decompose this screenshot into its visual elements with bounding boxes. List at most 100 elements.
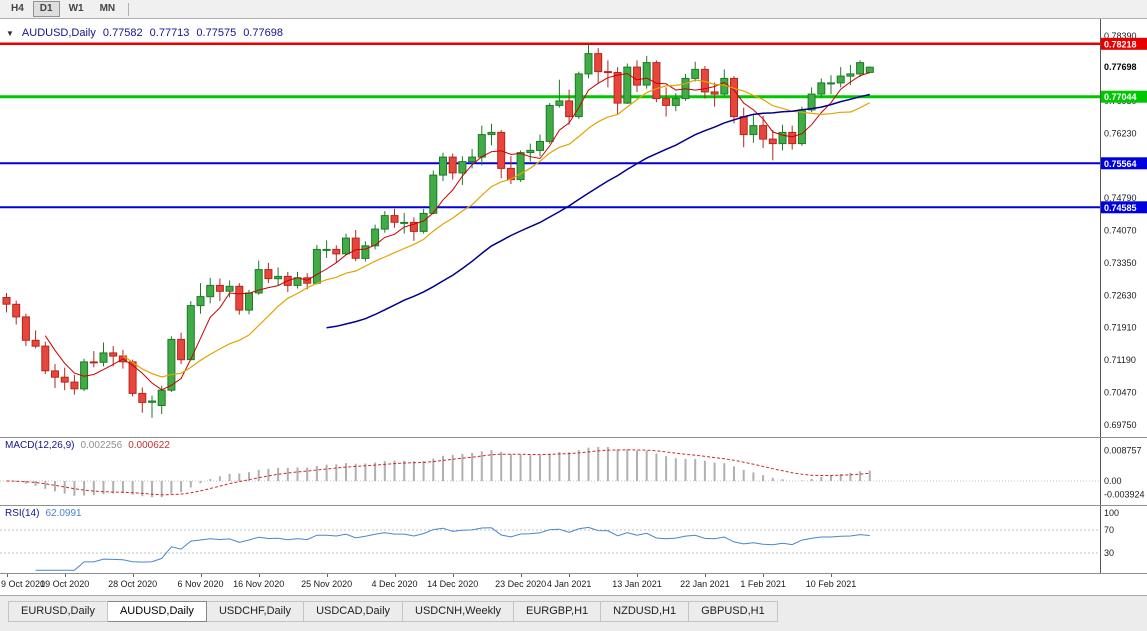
macd-label: MACD(12,26,9) 0.002256 0.000622 [5, 440, 170, 451]
horizontal-levels [0, 42, 1100, 209]
ohlc-open-value: 0.77582 [102, 27, 143, 39]
time-axis-tick [704, 573, 706, 577]
rsi-canvas[interactable]: 100 70 30 [0, 505, 1147, 573]
macd-title: MACD(12,26,9) [5, 440, 75, 451]
price-axis[interactable]: 0.783900.769500.762300.747900.740700.733… [1101, 31, 1147, 430]
rsi-label: RSI(14) 62.0991 [5, 508, 82, 519]
macd-signal-value: 0.000622 [128, 440, 170, 451]
date-axis-label: 4 Jan 2021 [546, 579, 592, 589]
chart-tab-eurusd-daily[interactable]: EURUSD,Daily [8, 601, 108, 622]
date-axis-label: 22 Jan 2021 [680, 579, 730, 589]
toolbar-separator [128, 2, 130, 16]
svg-text:0.76230: 0.76230 [1104, 128, 1137, 138]
chart-tab-nzdusd-h1[interactable]: NZDUSD,H1 [601, 601, 690, 622]
time-axis-tick [258, 573, 260, 577]
time-axis-tick [326, 573, 328, 577]
svg-text:0.74790: 0.74790 [1104, 193, 1137, 203]
date-axis-label: 28 Oct 2020 [108, 579, 158, 589]
price-badge-0.74585 [1101, 201, 1147, 214]
moving-average-5-line [44, 72, 870, 391]
svg-text:0.71910: 0.71910 [1104, 323, 1137, 333]
chart-tab-usdcad-daily[interactable]: USDCAD,Daily [304, 601, 404, 622]
main-chart-pane[interactable]: 0.783900.769500.762300.747900.740700.733… [0, 19, 1147, 437]
time-axis-tick [520, 573, 522, 577]
chart-tab-usdchf-daily[interactable]: USDCHF,Daily [206, 601, 305, 622]
svg-text:-0.003924: -0.003924 [1104, 490, 1145, 500]
svg-text:0.71190: 0.71190 [1104, 355, 1136, 365]
svg-text:0.77044: 0.77044 [1104, 92, 1137, 102]
svg-text:70: 70 [1104, 525, 1114, 535]
time-axis-tick [394, 573, 396, 577]
ohlc-high-value: 0.77713 [149, 27, 190, 39]
svg-text:0.70470: 0.70470 [1104, 388, 1137, 398]
date-axis-label: 16 Nov 2020 [233, 579, 285, 589]
rsi-value: 62.0991 [45, 508, 82, 519]
svg-text:0.73350: 0.73350 [1104, 258, 1137, 268]
macd-indicator-pane[interactable]: 0.008757 0.00 -0.003924 MACD(12,26,9) 0.00… [0, 437, 1147, 505]
pane-splitter[interactable] [0, 505, 1147, 506]
rsi-title: RSI(14) [5, 508, 40, 519]
candlestick-chart-canvas[interactable]: 0.783900.769500.762300.747900.740700.733… [0, 19, 1147, 437]
pane-splitter[interactable] [0, 573, 1147, 574]
chart-tab-eurgbp-h1[interactable]: EURGBP,H1 [514, 601, 602, 622]
macd-histogram [15, 447, 871, 498]
chart-symbol-label: AUDUSD,Daily [21, 27, 96, 39]
macd-signal-line [6, 449, 870, 496]
date-axis-label: 13 Jan 2021 [612, 579, 662, 589]
date-axis-label: 1 Feb 2021 [740, 579, 786, 589]
svg-text:0.78390: 0.78390 [1104, 31, 1137, 41]
price-badge-0.78218 [1101, 37, 1147, 50]
time-axis-tick [200, 573, 202, 577]
pane-splitter[interactable] [0, 437, 1147, 438]
period-button-mn[interactable]: MN [99, 3, 116, 14]
date-axis-label: 10 Feb 2021 [805, 579, 857, 589]
date-axis-label: 23 Dec 2020 [495, 579, 547, 589]
date-axis-label: 6 Nov 2020 [177, 579, 224, 589]
date-axis-label: 19 Oct 2020 [40, 579, 90, 589]
svg-text:0.72630: 0.72630 [1104, 290, 1137, 300]
time-axis-tick [6, 573, 8, 577]
chart-tab-audusd-daily[interactable]: AUDUSD,Daily [107, 601, 207, 622]
time-axis-tick [132, 573, 134, 577]
ohlc-close-value: 0.77698 [243, 27, 283, 39]
moving-average-13-line [122, 79, 871, 378]
macd-main-value: 0.002256 [80, 440, 123, 451]
date-axis-label: 25 Nov 2020 [301, 579, 353, 589]
current-price-label: 0.77698 [1104, 62, 1137, 72]
time-axis-tick [637, 573, 638, 577]
period-button-d1[interactable]: D1 [32, 1, 60, 17]
period-button-w1[interactable]: W1 [68, 3, 84, 14]
ohlc-low-value: 0.77575 [196, 27, 237, 39]
time-axis-tick [452, 573, 454, 577]
svg-text:100: 100 [1104, 508, 1119, 518]
svg-text:0.69750: 0.69750 [1104, 420, 1137, 430]
chart-tabs: EURUSD,Daily AUDUSD,Daily USDCHF,Daily USDC… [8, 601, 1147, 622]
svg-text:30: 30 [1104, 548, 1114, 558]
rsi-line [35, 526, 870, 571]
period-button-h4[interactable]: H4 [11, 3, 24, 14]
collapse-arrow-icon[interactable]: ▼ [6, 28, 14, 38]
svg-text:0.00: 0.00 [1104, 476, 1122, 486]
time-axis-tick [64, 573, 66, 577]
chart-tab-gbpusd-h1[interactable]: GBPUSD,H1 [689, 601, 778, 622]
chart-tab-usdcnh-weekly[interactable]: USDCNH,Weekly [403, 601, 515, 622]
date-axis-label: 9 Oct 2020 [1, 579, 46, 589]
time-axis-tick [569, 573, 571, 577]
svg-text:0.75564: 0.75564 [1104, 159, 1137, 169]
svg-text:0.74585: 0.74585 [1104, 203, 1137, 213]
time-axis[interactable]: 9 Oct 2020 19 Oct 2020 28 Oct 2020 6 Nov 20… [0, 573, 1147, 595]
period-button-group: H4 D1 W1 MN [3, 1, 123, 17]
time-axis-tick [831, 573, 832, 577]
price-badge-0.75564 [1101, 157, 1147, 170]
svg-text:0.74070: 0.74070 [1104, 226, 1137, 236]
chart-ohlc-header: ▼ AUDUSD,Daily 0.77582 0.77713 0.77575 0… [6, 27, 283, 39]
time-axis-tick [763, 573, 765, 577]
candlestick-series[interactable] [2, 44, 874, 418]
date-axis-label: 14 Dec 2020 [427, 579, 479, 589]
rsi-indicator-pane[interactable]: 100 70 30 RSI(14) 62.0991 [0, 505, 1147, 573]
macd-canvas[interactable]: 0.008757 0.00 -0.003924 [0, 437, 1147, 505]
moving-average-34-line [326, 93, 870, 329]
svg-text:0.78218: 0.78218 [1104, 39, 1137, 49]
price-badge-0.77044 [1101, 90, 1147, 103]
